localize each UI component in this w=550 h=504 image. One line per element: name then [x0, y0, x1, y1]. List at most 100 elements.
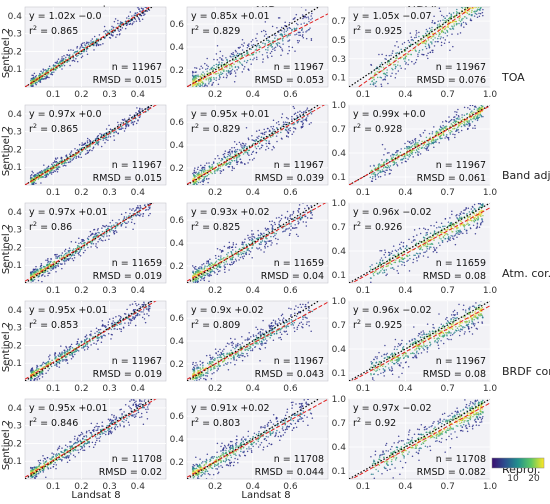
scatter-point — [97, 228, 99, 230]
scatter-point — [216, 169, 218, 171]
scatter-point — [96, 135, 99, 138]
scatter-point — [403, 264, 406, 267]
scatter-point — [449, 133, 452, 135]
scatter-point — [239, 158, 241, 161]
scatter-point — [380, 85, 383, 87]
scatter-point — [239, 46, 241, 48]
scatter-point — [428, 143, 430, 146]
scatter-point — [441, 14, 443, 17]
scatter-point — [404, 247, 407, 250]
scatter-point — [194, 78, 196, 80]
scatter-point — [226, 74, 228, 77]
scatter-point — [109, 128, 112, 131]
scatter-point — [382, 66, 385, 69]
scatter-point — [231, 165, 234, 168]
scatter-point — [123, 216, 126, 218]
scatter-point — [138, 212, 141, 214]
scatter-point — [65, 56, 67, 59]
scatter-point — [274, 46, 277, 49]
scatter-point — [412, 141, 415, 143]
scatter-point — [263, 29, 265, 32]
scatter-point — [219, 165, 222, 168]
scatter-point — [95, 232, 97, 235]
scatter-point — [466, 232, 468, 234]
scatter-point — [92, 339, 94, 342]
scatter-point — [478, 226, 481, 228]
scatter-point — [270, 240, 272, 242]
scatter-point — [457, 108, 459, 111]
scatter-point — [147, 209, 149, 211]
scatter-point — [416, 234, 418, 236]
scatter-point — [233, 70, 236, 72]
scatter-point — [196, 75, 198, 77]
equation-label: y = 0.93x +0.02 — [191, 207, 270, 218]
scatter-point — [421, 48, 424, 51]
scatter-point — [146, 10, 148, 12]
scatter-point — [394, 249, 397, 252]
scatter-point — [59, 60, 61, 63]
scatter-point — [40, 262, 43, 265]
scatter-point — [198, 171, 200, 174]
scatter-point — [262, 58, 264, 60]
scatter-point — [53, 169, 55, 172]
scatter-point — [445, 229, 447, 232]
scatter-point — [267, 228, 270, 230]
scatter-point — [215, 73, 218, 75]
scatter-point — [430, 35, 433, 38]
scatter-point — [199, 80, 202, 83]
scatter-point — [433, 225, 435, 227]
scatter-point — [70, 49, 72, 51]
scatter-point — [476, 109, 479, 112]
scatter-point — [106, 235, 108, 237]
x-tick-label: 0.4 — [246, 286, 261, 296]
scatter-point — [447, 24, 449, 27]
scatter-point — [218, 74, 221, 76]
scatter-point — [232, 242, 235, 244]
scatter-point — [464, 209, 466, 211]
scatter-point — [244, 54, 246, 56]
scatter-point — [480, 4, 482, 6]
scatter-point — [203, 177, 206, 179]
scatter-point — [234, 258, 237, 261]
scatter-point — [219, 56, 221, 59]
scatter-point — [108, 235, 111, 237]
scatter-point — [272, 130, 274, 132]
scatter-point — [435, 139, 438, 141]
scatter-point — [383, 162, 385, 165]
x-tick-label: 1.0 — [483, 286, 498, 296]
x-tick-label: 0.1 — [46, 90, 60, 100]
scatter-point — [101, 230, 104, 233]
scatter-point — [247, 249, 249, 251]
scatter-point — [257, 234, 260, 236]
scatter-point — [467, 4, 469, 6]
scatter-point — [43, 270, 45, 273]
scatter-point — [203, 167, 206, 169]
scatter-point — [229, 64, 231, 67]
scatter-point — [469, 2, 471, 4]
scatter-point — [388, 62, 391, 65]
scatter-point — [460, 216, 463, 219]
scatter-point — [275, 232, 277, 235]
scatter-point — [200, 169, 203, 172]
scatter-point — [269, 52, 272, 55]
scatter-point — [219, 50, 222, 53]
scatter-point — [434, 22, 436, 25]
scatter-point — [105, 228, 108, 231]
scatter-point — [408, 153, 411, 156]
scatter-point — [455, 230, 458, 232]
scatter-point — [105, 136, 107, 138]
scatter-point — [217, 154, 219, 157]
scatter-point — [474, 118, 477, 121]
scatter-point — [388, 54, 391, 57]
scatter-point — [404, 56, 407, 59]
scatter-point — [429, 51, 432, 54]
scatter-point — [145, 7, 148, 8]
scatter-point — [474, 5, 476, 7]
scatter-point — [98, 232, 101, 234]
scatter-point — [95, 43, 98, 45]
scatter-point — [459, 118, 461, 120]
scatter-point — [296, 39, 299, 42]
scatter-point — [223, 245, 226, 248]
scatter-point — [69, 257, 72, 259]
scatter-point — [207, 65, 209, 68]
